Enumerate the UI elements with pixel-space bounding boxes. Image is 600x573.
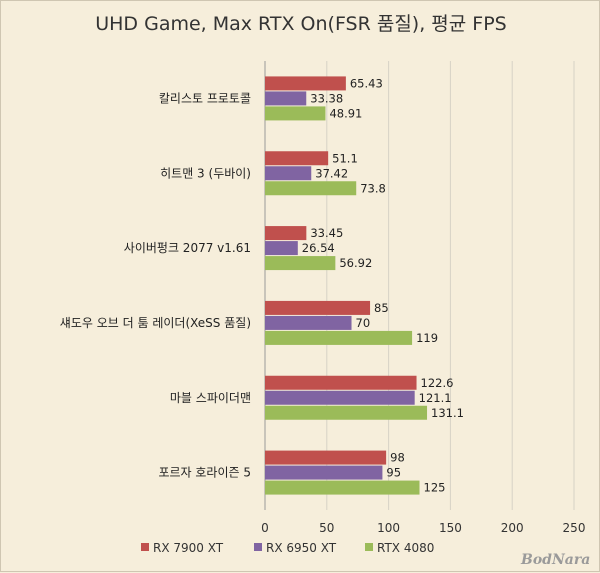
data-label: 125 (424, 481, 446, 495)
bar (265, 226, 307, 241)
grid-lines (264, 61, 575, 510)
data-label: 48.91 (329, 106, 362, 120)
legend-label: RX 6950 XT (266, 541, 337, 555)
legend: RX 7900 XT RX 6950 XT RTX 4080 (141, 541, 434, 555)
bar (265, 106, 326, 121)
x-tick-label: 50 (319, 521, 334, 535)
data-label: 26.54 (302, 241, 335, 255)
bar (265, 480, 420, 495)
bar (265, 256, 336, 271)
x-axis-ticks: 0 50 100 150 200 250 (261, 521, 585, 535)
legend-label: RTX 4080 (377, 541, 434, 555)
data-label: 73.8 (360, 181, 386, 195)
bar (265, 241, 298, 256)
bar (265, 151, 329, 166)
data-label: 56.92 (339, 256, 372, 270)
chart-title: UHD Game, Max RTX On(FSR 품질), 평균 FPS (95, 13, 507, 35)
category-label: 마블 스파이더맨 (170, 391, 251, 405)
bar (265, 390, 415, 405)
bar-series (265, 76, 428, 495)
data-label: 70 (356, 316, 371, 330)
bar (265, 405, 428, 420)
data-label: 121.1 (419, 391, 452, 405)
data-label: 95 (386, 466, 401, 480)
data-label: 131.1 (431, 406, 464, 420)
legend-swatch (365, 543, 373, 551)
data-label: 85 (374, 301, 389, 315)
legend-label: RX 7900 XT (153, 541, 224, 555)
category-label: 히트맨 3 (두바이) (160, 166, 251, 180)
watermark-logo: BodNara (520, 552, 590, 568)
data-label: 33.45 (310, 226, 343, 240)
bar (265, 300, 371, 315)
bar (265, 166, 312, 181)
x-tick-label: 250 (563, 521, 586, 535)
x-tick-label: 150 (439, 521, 462, 535)
bar (265, 76, 346, 91)
category-label: 사이버펑크 2077 v1.61 (124, 241, 251, 255)
bar (265, 330, 413, 345)
data-label: 65.43 (350, 76, 383, 90)
data-label: 51.1 (332, 151, 358, 165)
x-tick-label: 0 (261, 521, 269, 535)
data-label: 122.6 (421, 376, 454, 390)
bar (265, 181, 357, 196)
category-label: 칼리스토 프로토콜 (159, 91, 251, 105)
x-tick-label: 100 (377, 521, 400, 535)
data-label: 37.42 (315, 166, 348, 180)
legend-swatch (141, 543, 149, 551)
data-label: 98 (390, 451, 405, 465)
category-label: 포르자 호라이즌 5 (158, 466, 251, 480)
category-label: 섀도우 오브 더 툼 레이더(XeSS 품질) (60, 316, 251, 330)
data-label: 119 (416, 331, 438, 345)
legend-swatch (254, 543, 262, 551)
data-label: 33.38 (310, 91, 343, 105)
bar (265, 450, 387, 465)
bar (265, 465, 383, 480)
bar (265, 315, 352, 330)
bar (265, 375, 417, 390)
bar (265, 91, 307, 106)
x-tick-label: 200 (501, 521, 524, 535)
